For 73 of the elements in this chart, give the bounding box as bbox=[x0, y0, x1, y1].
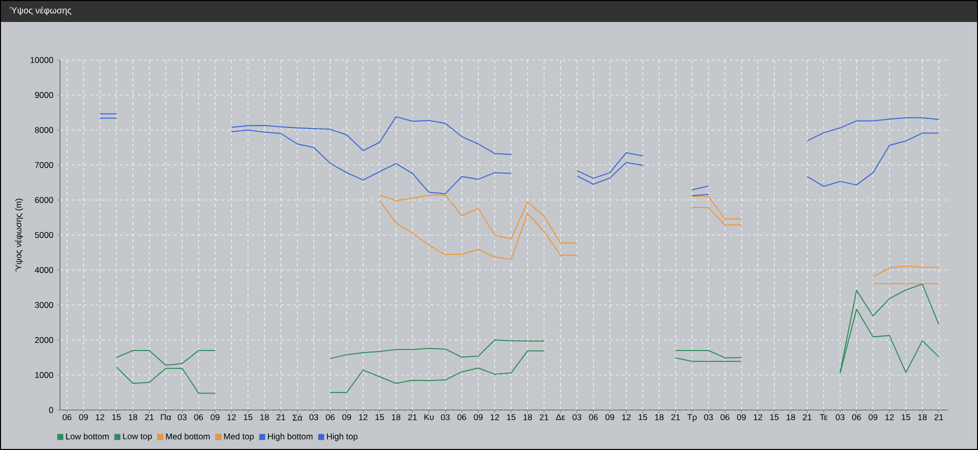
x-tick-label: 18 bbox=[260, 414, 269, 420]
x-tick-label: 15 bbox=[112, 414, 121, 420]
x-tick-label: 15 bbox=[638, 414, 648, 420]
x-tick-label: 15 bbox=[376, 414, 384, 420]
x-tick-label: Δε bbox=[556, 414, 566, 420]
x-tick-label: 21 bbox=[276, 414, 286, 420]
x-tick-label: 06 bbox=[852, 414, 861, 420]
x-tick-label: 03 bbox=[572, 414, 582, 420]
x-tick-label: 09 bbox=[605, 414, 614, 420]
x-tick-label: 12 bbox=[96, 414, 104, 420]
x-tick-label: 15 bbox=[244, 414, 252, 420]
x-tick-label: 15 bbox=[507, 414, 516, 420]
legend-label: Low bottom bbox=[66, 433, 109, 440]
x-tick-label: Σά bbox=[292, 414, 302, 421]
y-tick-label: 8000 bbox=[35, 127, 54, 133]
x-tick-label: 12 bbox=[754, 414, 762, 420]
y-tick-label: 7000 bbox=[35, 162, 54, 168]
y-tick-label: 2000 bbox=[35, 337, 54, 343]
x-tick-label: 03 bbox=[309, 414, 318, 420]
x-tick-label: 18 bbox=[524, 414, 532, 420]
x-tick-label: 12 bbox=[227, 414, 236, 420]
x-tick-label: Κυ bbox=[424, 414, 434, 420]
x-tick-label: 03 bbox=[836, 414, 844, 420]
x-tick-label: 18 bbox=[918, 414, 927, 420]
x-tick-label: 21 bbox=[408, 414, 417, 420]
y-tick-label: 6000 bbox=[35, 197, 54, 203]
x-tick-label: 12 bbox=[490, 414, 499, 420]
x-tick-label: Πα bbox=[160, 414, 172, 420]
y-tick-label: 9000 bbox=[35, 92, 54, 98]
x-tick-label: 09 bbox=[868, 414, 878, 420]
x-tick-label: 21 bbox=[802, 414, 812, 420]
x-tick-label: 12 bbox=[359, 414, 368, 420]
y-axis-title: Ύψος νέφωσης (m) bbox=[14, 198, 24, 272]
x-tick-label: 06 bbox=[720, 414, 730, 420]
x-tick-label: 03 bbox=[704, 414, 713, 420]
y-tick-label: 3000 bbox=[34, 302, 54, 308]
x-tick-label: Τρ bbox=[687, 414, 697, 422]
y-tick-label: 0 bbox=[49, 407, 54, 413]
x-tick-label: 18 bbox=[655, 414, 664, 420]
x-tick-label: 09 bbox=[210, 414, 220, 420]
y-tick-label: 5000 bbox=[34, 232, 54, 238]
x-tick-label: 15 bbox=[902, 414, 910, 420]
x-tick-label: 06 bbox=[457, 414, 466, 420]
x-tick-label: 06 bbox=[589, 414, 598, 420]
x-tick-label: 21 bbox=[540, 414, 548, 420]
x-tick-label: 18 bbox=[128, 414, 138, 420]
x-tick-label: 09 bbox=[79, 414, 88, 420]
chart-title: Ύψος νέφωσης bbox=[10, 6, 72, 16]
legend-label: Med top bbox=[224, 433, 254, 442]
x-tick-label: Τε bbox=[820, 414, 828, 420]
y-tick-label: 10000 bbox=[30, 57, 54, 63]
x-tick-label: 21 bbox=[671, 414, 680, 420]
legend-label: Med bottom bbox=[166, 433, 210, 440]
x-tick-label: 21 bbox=[145, 414, 154, 420]
x-tick-label: 09 bbox=[342, 414, 351, 420]
y-tick-label: 1000 bbox=[35, 372, 54, 378]
x-tick-label: 09 bbox=[474, 414, 483, 420]
x-tick-label: 06 bbox=[194, 414, 203, 420]
x-tick-label: 15 bbox=[770, 414, 779, 420]
x-tick-label: 12 bbox=[885, 414, 894, 420]
x-tick-label: 06 bbox=[326, 414, 335, 420]
x-tick-label: 03 bbox=[440, 414, 450, 420]
x-tick-label: 09 bbox=[737, 414, 746, 420]
x-tick-label: 03 bbox=[178, 414, 187, 420]
x-tick-label: 06 bbox=[62, 414, 72, 420]
y-tick-label: 4000 bbox=[34, 267, 54, 273]
legend-label: High top bbox=[326, 433, 358, 442]
x-tick-label: 18 bbox=[786, 414, 796, 420]
x-tick-label: 18 bbox=[392, 414, 400, 420]
x-tick-label: 12 bbox=[622, 414, 631, 420]
legend-label: High bottom bbox=[268, 433, 312, 442]
x-tick-label: 21 bbox=[934, 414, 944, 420]
legend-label: Low top bbox=[123, 433, 152, 441]
